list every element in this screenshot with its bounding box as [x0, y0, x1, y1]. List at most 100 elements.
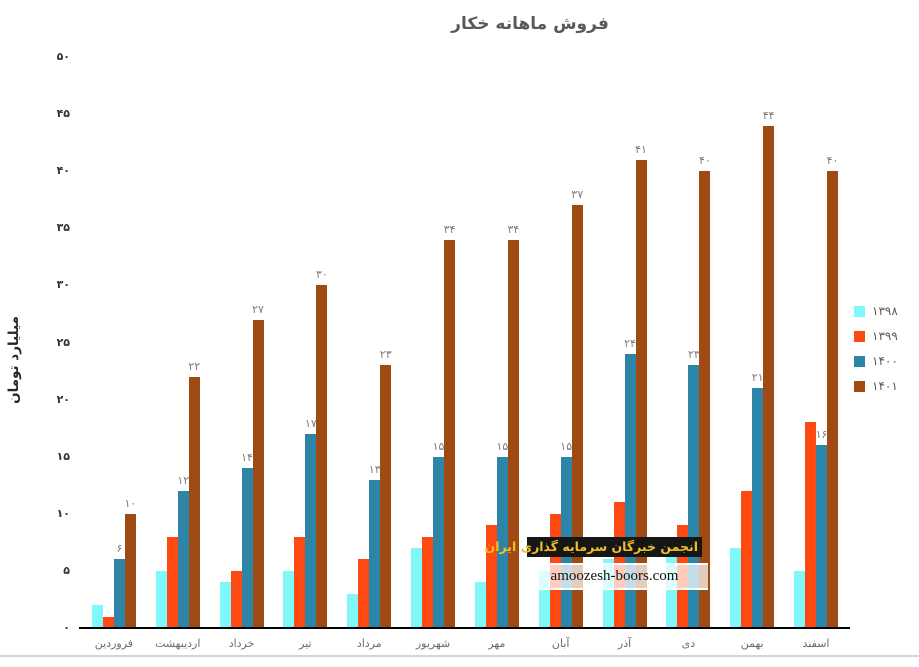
bar-series-۱۴۰۰: ۱۷ — [305, 417, 317, 628]
bar-series-۱۳۹۸ — [602, 559, 614, 628]
bar-series-۱۴۰۱: ۴۱ — [635, 143, 647, 628]
bar-series-۱۳۹۹ — [741, 490, 753, 628]
x-axis-label: شهریور — [415, 637, 451, 650]
bar-group: ۱۵ ۳۴ — [465, 57, 529, 628]
bar-value-label: ۴۴ — [762, 108, 775, 122]
bar-series-۱۴۰۱: ۴۴ — [763, 109, 775, 628]
legend-item: ۱۳۹۸ — [854, 304, 898, 318]
y-tick-label: ۵ — [63, 563, 70, 577]
legend-item: ۱۴۰۱ — [854, 379, 898, 393]
y-tick-label: ۱۵ — [56, 449, 70, 463]
bar-value-label: ۲۲ — [188, 359, 201, 373]
y-axis-ticks: ۰ ۵ ۱۰ ۱۵ ۲۰ ۲۵ ۳۰ ۳۵ ۴۰ ۴۵ ۵۰ — [57, 50, 848, 634]
bar-series-۱۳۹۹ — [230, 570, 242, 628]
x-axis-label: مهر — [488, 637, 506, 650]
legend-item: ۱۴۰۰ — [854, 354, 898, 368]
x-axis-label: بهمن — [740, 637, 764, 650]
bar-series-۱۳۹۹ — [485, 525, 497, 628]
bar-series-۱۴۰۱: ۳۴ — [507, 223, 519, 628]
bar-value-label: ۳۴ — [443, 222, 456, 236]
x-axis-line — [79, 627, 850, 629]
bar-series-۱۳۹۹ — [102, 616, 114, 628]
bar-series-۱۳۹۸ — [794, 570, 806, 628]
legend-swatch — [854, 356, 865, 367]
y-tick-label: ۴۰ — [56, 164, 70, 178]
legend-swatch — [854, 381, 865, 392]
bar-value-label: ۳۷ — [571, 188, 584, 202]
legend-item: ۱۳۹۹ — [854, 329, 898, 343]
bar-series-۱۴۰۰: ۲۱ — [752, 371, 764, 628]
watermark-site-url: amoozesh-boors.com — [521, 563, 708, 590]
bar-series-۱۴۰۰: ۱۶ — [816, 428, 827, 628]
y-tick-label: ۰ — [63, 621, 70, 634]
legend-label: ۱۴۰۰ — [872, 354, 898, 368]
legend-label: ۱۴۰۱ — [872, 379, 898, 393]
bar-group: ۱۶ ۴۰ — [784, 57, 848, 628]
bar-group: ۱۴ ۲۷ — [210, 57, 274, 628]
y-tick-label: ۴۵ — [56, 107, 70, 121]
bar-series-۱۳۹۹ — [805, 422, 817, 628]
bar-series-۱۳۹۸ — [730, 548, 742, 628]
x-axis-label: مرداد — [356, 637, 382, 650]
bar-series-۱۳۹۸ — [219, 582, 231, 628]
y-axis-title: میلیارد تومان — [6, 316, 22, 404]
bar-value-label: ۴۰ — [826, 154, 839, 168]
bar-value-label: ۲۷ — [252, 302, 264, 316]
bar-series-۱۴۰۱: ۲۳ — [380, 348, 392, 628]
x-axis-label: آذر — [617, 637, 632, 650]
legend-swatch — [854, 306, 865, 317]
bar-value-label: ۱۴ — [241, 451, 253, 465]
bar-value-label: ۳۰ — [315, 268, 328, 282]
x-axis-label: خرداد — [228, 637, 255, 650]
plot-area: ۰ ۵ ۱۰ ۱۵ ۲۰ ۲۵ ۳۰ ۳۵ ۴۰ ۴۵ ۵۰ ۶ ۱۰ ۱۲ ۲۲ ۱۴ ۲۷ ۱۷ ۳۰ ۱۳ ۲۳… — [57, 50, 850, 650]
x-axis-label: اردیبهشت — [155, 637, 201, 650]
bar-series-۱۴۰۰: ۲۳ — [688, 348, 700, 628]
x-axis-labels: فروردین اردیبهشت خرداد تیر مرداد شهریور مهر آبا… — [82, 637, 848, 650]
bar-series-۱۴۰۱: ۳۴ — [444, 223, 455, 628]
legend-label: ۱۳۹۹ — [872, 329, 898, 343]
bar-series-۱۴۰۱: ۱۰ — [124, 497, 136, 628]
bar-value-label: ۴۰ — [698, 154, 711, 168]
bar-series-۱۴۰۱: ۳۰ — [316, 268, 328, 628]
bar-value-label: ۱۲ — [177, 473, 190, 487]
bar-series-۱۳۹۸ — [538, 570, 550, 628]
bar-series-۱۴۰۰: ۱۵ — [433, 440, 444, 628]
y-tick-label: ۲۰ — [56, 392, 70, 406]
bar-series-۱۳۹۸ — [91, 605, 103, 628]
bar-series-۱۴۰۱: ۲۷ — [252, 303, 264, 628]
y-tick-label: ۳۰ — [56, 278, 70, 292]
bar-group: ۱۵ ۳۴ — [401, 57, 465, 628]
bar-group: ۱۲ ۲۲ — [146, 57, 210, 628]
bar-groups: ۶ ۱۰ ۱۲ ۲۲ ۱۴ ۲۷ ۱۷ ۳۰ ۱۳ ۲۳ ۱۵ ۳۴ ۱۵ ۳۴ ۱۵ ۳۷ ۲۴ ۴۱ ۲۳ ۴۰ ۲… — [82, 57, 848, 628]
bar-value-label: ۱۵ — [560, 439, 573, 453]
bar-series-۱۴۰۱: ۲۲ — [188, 360, 200, 628]
x-axis-label: آبان — [551, 637, 570, 650]
y-tick-label: ۳۵ — [56, 221, 70, 235]
bar-series-۱۳۹۸ — [411, 548, 423, 628]
bar-series-۱۴۰۰: ۱۳ — [369, 463, 381, 628]
y-tick-label: ۲۵ — [56, 335, 70, 349]
y-tick-label: ۱۰ — [56, 506, 70, 520]
bar-value-label: ۱۷ — [304, 416, 317, 430]
x-axis-label: اسفند — [802, 637, 830, 650]
bar-value-label: ۱۰ — [124, 496, 137, 510]
bar-value-label: ۱۵ — [432, 439, 445, 453]
bar-series-۱۴۰۰: ۱۵ — [496, 440, 508, 628]
legend-label: ۱۳۹۸ — [872, 304, 898, 318]
bar-value-label: ۱۳ — [368, 462, 381, 476]
x-axis-label: دی — [681, 637, 696, 650]
watermark: انجمن خبرگان سرمایه گذاری ایران amoozesh… — [485, 537, 708, 590]
bar-series-۱۳۹۹ — [294, 536, 306, 628]
bar-series-۱۳۹۹ — [358, 559, 370, 628]
bar-series-۱۴۰۰: ۱۴ — [241, 451, 253, 628]
x-axis-label: فروردین — [94, 637, 134, 650]
bar-value-label: ۱۵ — [496, 439, 509, 453]
bar-series-۱۳۹۹ — [166, 536, 178, 628]
bar-series-۱۳۹۸ — [347, 593, 359, 628]
watermark-association-text: انجمن خبرگان سرمایه گذاری ایران — [485, 537, 702, 557]
bar-value-label: ۲۳ — [687, 348, 700, 362]
chart-title: فروش ماهانه خکار — [451, 14, 609, 34]
bar-group: ۱۷ ۳۰ — [273, 57, 337, 628]
bar-value-label: ۶ — [116, 542, 123, 556]
